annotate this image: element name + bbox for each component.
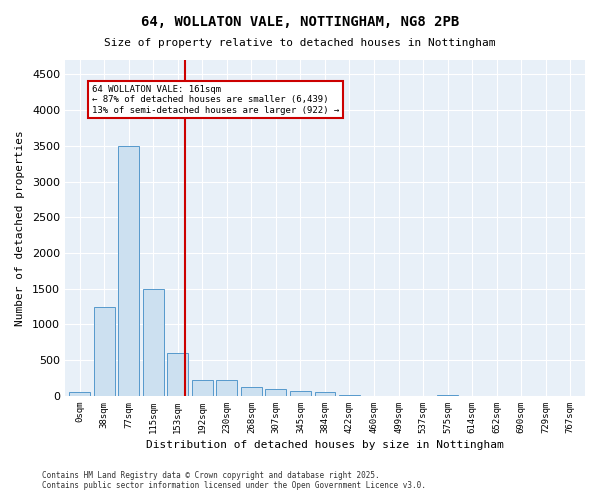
Text: 64 WOLLATON VALE: 161sqm
← 87% of detached houses are smaller (6,439)
13% of sem: 64 WOLLATON VALE: 161sqm ← 87% of detach…	[92, 85, 339, 115]
Bar	[69, 392, 90, 396]
Bar	[118, 146, 139, 396]
Bar	[94, 306, 115, 396]
Text: Contains HM Land Registry data © Crown copyright and database right 2025.
Contai: Contains HM Land Registry data © Crown c…	[42, 470, 426, 490]
Text: Size of property relative to detached houses in Nottingham: Size of property relative to detached ho…	[104, 38, 496, 48]
Bar	[167, 353, 188, 396]
Bar	[437, 394, 458, 396]
Bar	[192, 380, 213, 396]
X-axis label: Distribution of detached houses by size in Nottingham: Distribution of detached houses by size …	[146, 440, 504, 450]
Bar	[241, 387, 262, 396]
Bar	[217, 380, 237, 396]
Bar	[143, 288, 164, 396]
Bar	[265, 389, 286, 396]
Text: 64, WOLLATON VALE, NOTTINGHAM, NG8 2PB: 64, WOLLATON VALE, NOTTINGHAM, NG8 2PB	[141, 15, 459, 29]
Bar	[290, 392, 311, 396]
Y-axis label: Number of detached properties: Number of detached properties	[15, 130, 25, 326]
Bar	[314, 392, 335, 396]
Bar	[339, 394, 360, 396]
